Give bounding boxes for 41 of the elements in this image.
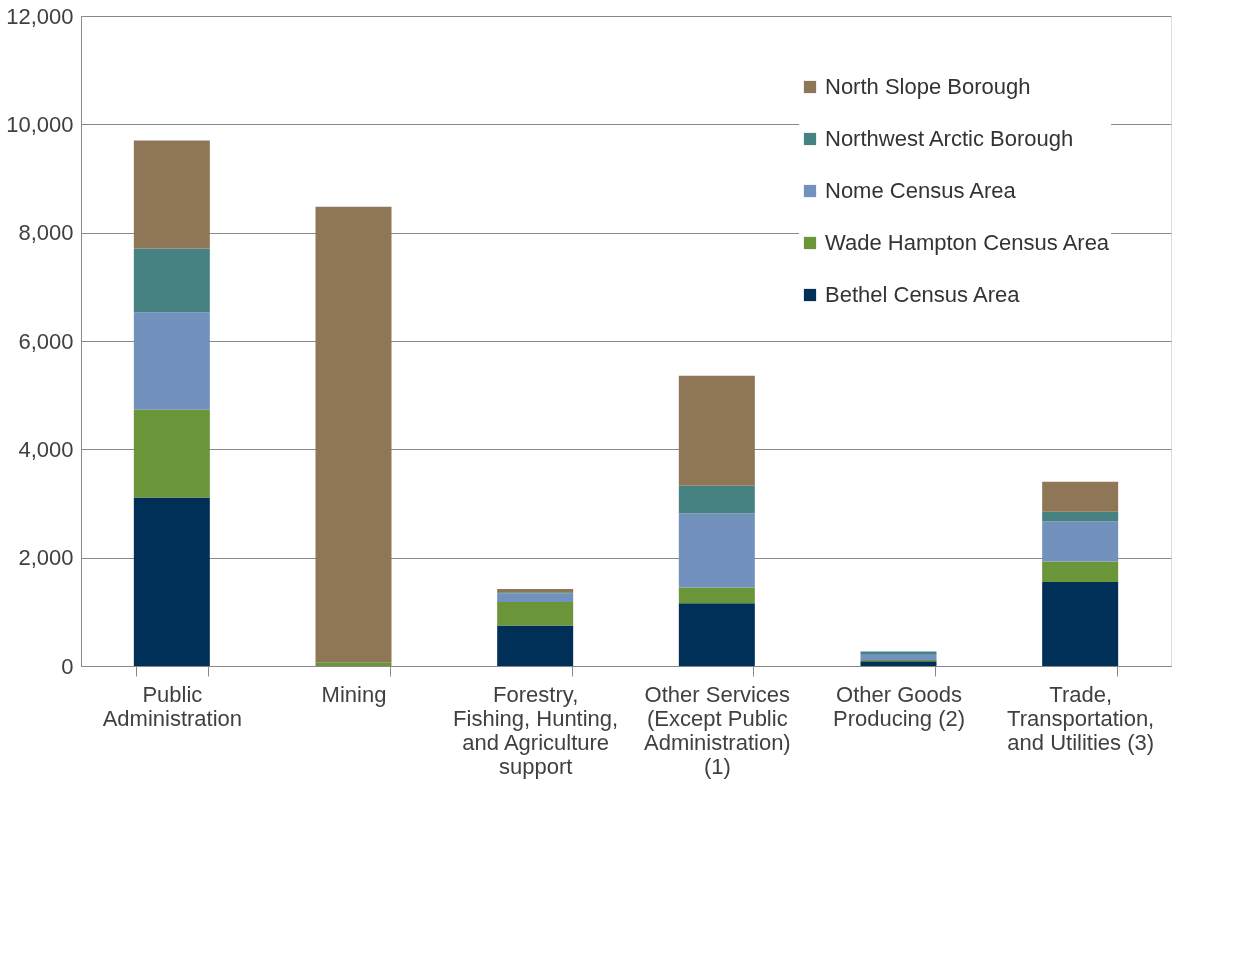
- legend-label: Bethel Census Area: [825, 282, 1021, 307]
- bar: [678, 603, 755, 666]
- bar: [678, 485, 755, 514]
- bar: [315, 206, 392, 663]
- x-tick-label: Other Goods Producing (2): [832, 681, 966, 731]
- x-tick-label: Forestry, Fishing, Hunting, and Agriculture support: [453, 681, 619, 779]
- legend-label: Wade Hampton Census Area: [825, 230, 1110, 255]
- bar: [315, 662, 392, 666]
- legend-label: Nome Census Area: [825, 178, 1017, 203]
- legend-label: Northwest Arctic Borough: [825, 126, 1074, 151]
- legend-label: North Slope Borough: [825, 74, 1031, 99]
- y-tick-label: 2,000: [18, 545, 74, 571]
- bar: [133, 312, 210, 410]
- bar: [497, 602, 574, 626]
- y-tick-label: 6,000: [18, 328, 74, 354]
- bar: [133, 409, 210, 498]
- bar: [1042, 481, 1119, 512]
- y-tick-label: 0: [61, 653, 74, 679]
- bar: [133, 140, 210, 249]
- bar: [133, 497, 210, 666]
- x-tick-label: Public Administration: [102, 681, 243, 731]
- bar: [497, 593, 574, 603]
- y-tick-label: 12,000: [6, 3, 74, 29]
- x-tick-label: Mining: [321, 681, 387, 707]
- bar: [860, 654, 937, 661]
- bar: [678, 375, 755, 486]
- bar: [133, 248, 210, 313]
- x-tick-label: Other Services (Except Public Administration) (1): [643, 681, 791, 779]
- bar: [860, 661, 937, 666]
- bar: [1042, 561, 1119, 583]
- bar: [497, 625, 574, 666]
- y-tick-label: 8,000: [18, 220, 74, 246]
- bar: [1042, 511, 1119, 522]
- bar: [860, 651, 937, 655]
- bar: [1042, 582, 1119, 666]
- y-tick-label: 10,000: [6, 111, 74, 137]
- bar: [1042, 521, 1119, 562]
- bar: [678, 587, 755, 604]
- y-tick-label: 4,000: [18, 436, 74, 462]
- bar: [678, 513, 755, 588]
- x-tick-label: Trade, Transportation, and Utilities (3): [1007, 681, 1155, 755]
